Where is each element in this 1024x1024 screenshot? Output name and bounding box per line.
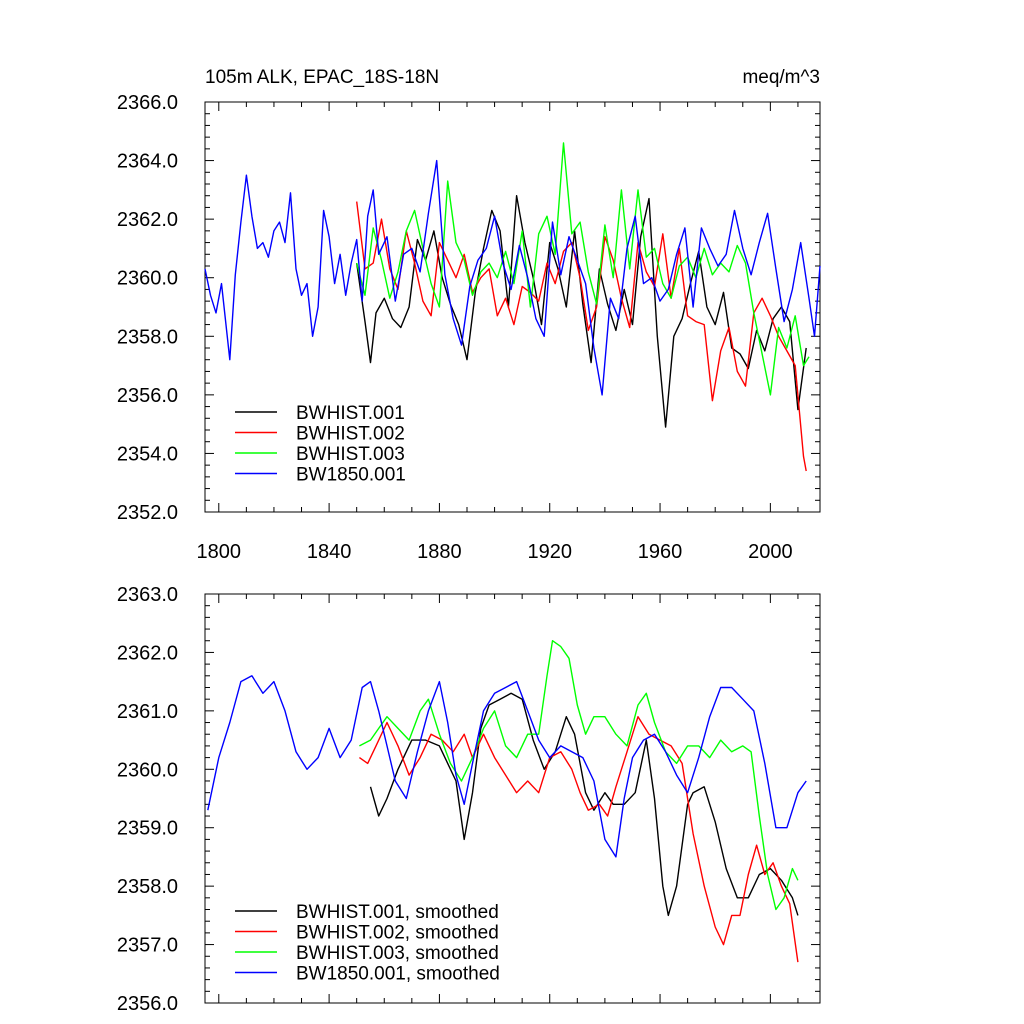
y-tick-label: 2359.0 — [117, 818, 178, 840]
legend-label-2: BWHIST.002, smoothed — [296, 923, 499, 944]
plot-frame — [204, 101, 821, 513]
x-tick-label: 1880 — [417, 541, 462, 563]
y-tick-label: 2356.0 — [117, 993, 178, 1015]
legend-label-4: BW1850.001 — [296, 465, 406, 486]
x-tick-label: 2000 — [748, 541, 793, 563]
series-line-3 — [356, 142, 810, 396]
x-tick-label: 1800 — [197, 541, 242, 563]
y-tick-label: 2357.0 — [117, 935, 178, 957]
bottom-panel-smoothed-alkalinity: 2356.0 2357.0 2358.0 2359.0 2360.0 2361.0 2362… — [117, 584, 821, 1015]
series-line-3 — [359, 640, 799, 911]
series-line-4 — [204, 159, 821, 396]
y-tick-label: 2356.0 — [117, 385, 178, 407]
series-line-2 — [356, 201, 807, 472]
series-line-2 — [358, 716, 799, 963]
y-tick-label: 2360.0 — [117, 268, 178, 290]
x-tick-label: 1840 — [307, 541, 352, 563]
y-tick-label: 2362.0 — [117, 209, 178, 231]
y-tick-label: 2366.0 — [117, 92, 178, 114]
legend-label-3: BWHIST.003, smoothed — [296, 943, 499, 964]
legend-label-1: BWHIST.001, smoothed — [296, 902, 499, 923]
y-tick-label: 2363.0 — [117, 584, 178, 606]
y-tick-label: 2361.0 — [117, 701, 178, 723]
y-tick-label: 2362.0 — [117, 642, 178, 664]
legend-label-3: BWHIST.003 — [296, 444, 405, 465]
series-line-4 — [207, 675, 807, 858]
plot-frame — [204, 593, 821, 1004]
series-line-1 — [356, 195, 807, 428]
legend-label-1: BWHIST.001 — [296, 403, 405, 424]
y-tick-label: 2364.0 — [117, 151, 178, 173]
x-tick-label: 1960 — [638, 541, 683, 563]
legend-label-4: BW1850.001, smoothed — [296, 964, 500, 985]
y-tick-label: 2354.0 — [117, 443, 178, 465]
chart-title: 105m ALK, EPAC_18S-18N — [205, 67, 439, 88]
x-tick-label: 1920 — [527, 541, 572, 563]
series-line-1 — [369, 692, 799, 917]
y-tick-label: 2360.0 — [117, 759, 178, 781]
legend-label-2: BWHIST.002 — [296, 424, 405, 445]
chart-units: meq/m^3 — [742, 67, 820, 88]
y-tick-label: 2352.0 — [117, 502, 178, 524]
y-tick-label: 2358.0 — [117, 876, 178, 898]
y-tick-label: 2358.0 — [117, 326, 178, 348]
top-panel-alkalinity: 1800 1840 1880 1920 1960 2000 2352.0 2354.0 2356… — [117, 67, 821, 563]
